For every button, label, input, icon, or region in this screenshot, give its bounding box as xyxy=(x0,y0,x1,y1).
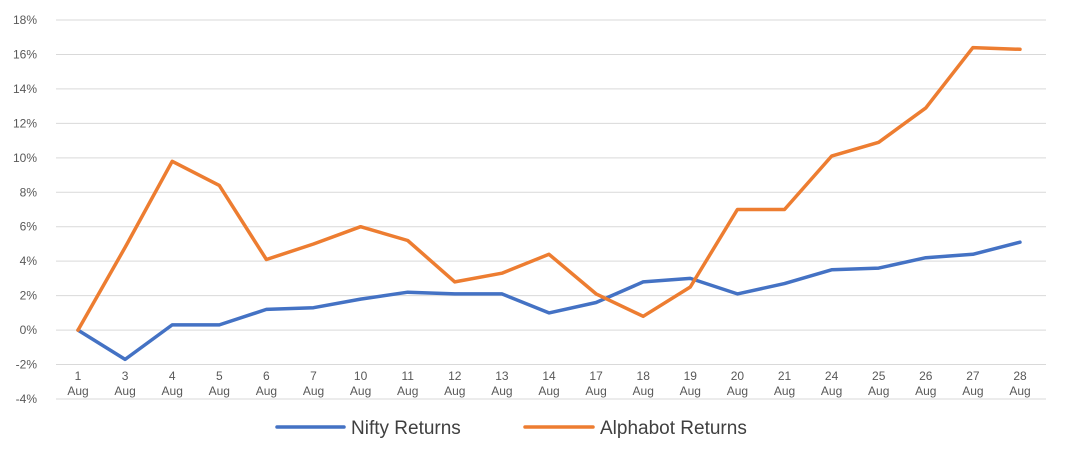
x-tick-label-month: Aug xyxy=(1009,384,1030,398)
x-tick-label-day: 10 xyxy=(354,369,368,383)
x-tick-label-day: 17 xyxy=(589,369,603,383)
x-tick-label-month: Aug xyxy=(680,384,701,398)
x-tick-label-day: 7 xyxy=(310,369,317,383)
x-tick-label-month: Aug xyxy=(114,384,135,398)
y-tick-label: -4% xyxy=(16,392,38,406)
x-tick-label-day: 6 xyxy=(263,369,270,383)
x-tick-label-month: Aug xyxy=(350,384,371,398)
x-tick-label-month: Aug xyxy=(915,384,936,398)
x-tick-label-month: Aug xyxy=(303,384,324,398)
x-tick-label-month: Aug xyxy=(962,384,983,398)
x-tick-label-month: Aug xyxy=(397,384,418,398)
x-tick-label-month: Aug xyxy=(585,384,606,398)
y-tick-label: 8% xyxy=(20,185,38,199)
x-tick-label-day: 21 xyxy=(778,369,792,383)
x-tick-label-month: Aug xyxy=(538,384,559,398)
x-tick-label-month: Aug xyxy=(491,384,512,398)
legend: Nifty Returns Alphabot Returns xyxy=(275,418,747,439)
x-axis: 1Aug3Aug4Aug5Aug6Aug7Aug10Aug11Aug12Aug1… xyxy=(67,369,1030,398)
y-tick-label: 18% xyxy=(13,13,37,27)
x-tick-label-month: Aug xyxy=(868,384,889,398)
x-tick-label-day: 25 xyxy=(872,369,886,383)
x-tick-label-month: Aug xyxy=(162,384,183,398)
x-tick-label-day: 11 xyxy=(401,369,414,383)
x-tick-label-month: Aug xyxy=(444,384,465,398)
x-tick-label-month: Aug xyxy=(209,384,230,398)
x-tick-label-day: 27 xyxy=(966,369,980,383)
y-tick-label: 10% xyxy=(13,151,37,165)
legend-label-nifty-returns: Nifty Returns xyxy=(351,418,461,439)
y-tick-label: 4% xyxy=(20,254,38,268)
x-tick-label-day: 18 xyxy=(637,369,651,383)
x-tick-label-month: Aug xyxy=(727,384,748,398)
x-tick-label-day: 28 xyxy=(1013,369,1027,383)
gridlines xyxy=(56,19,1046,400)
x-tick-label-month: Aug xyxy=(821,384,842,398)
x-tick-label-month: Aug xyxy=(67,384,88,398)
legend-label-alphabot-returns: Alphabot Returns xyxy=(600,418,747,439)
x-tick-label-day: 14 xyxy=(542,369,556,383)
x-tick-label-day: 26 xyxy=(919,369,933,383)
y-tick-label: 0% xyxy=(20,323,38,337)
x-tick-label-month: Aug xyxy=(256,384,277,398)
x-tick-label-day: 19 xyxy=(684,369,698,383)
x-tick-label-day: 13 xyxy=(495,369,509,383)
series-line-nifty-returns xyxy=(76,240,1022,362)
y-tick-label: -2% xyxy=(16,358,38,372)
x-tick-label-month: Aug xyxy=(633,384,654,398)
series-line-alphabot-returns xyxy=(76,45,1022,332)
y-tick-label: 14% xyxy=(13,82,37,96)
x-tick-label-day: 12 xyxy=(448,369,462,383)
y-tick-label: 2% xyxy=(20,289,38,303)
y-tick-label: 12% xyxy=(13,116,37,130)
x-tick-label-day: 3 xyxy=(122,369,129,383)
y-tick-label: 16% xyxy=(13,47,37,61)
x-tick-label-day: 1 xyxy=(75,369,82,383)
x-tick-label-month: Aug xyxy=(774,384,795,398)
x-tick-label-day: 24 xyxy=(825,369,839,383)
y-tick-label: 6% xyxy=(20,220,38,234)
y-axis: -4% -2% 0% 2% 4% 6% 8% 10% 12% 14% 16% 18% xyxy=(13,13,37,406)
x-tick-label-day: 20 xyxy=(731,369,745,383)
series-lines xyxy=(76,45,1022,362)
x-tick-label-day: 5 xyxy=(216,369,223,383)
x-tick-label-day: 4 xyxy=(169,369,176,383)
